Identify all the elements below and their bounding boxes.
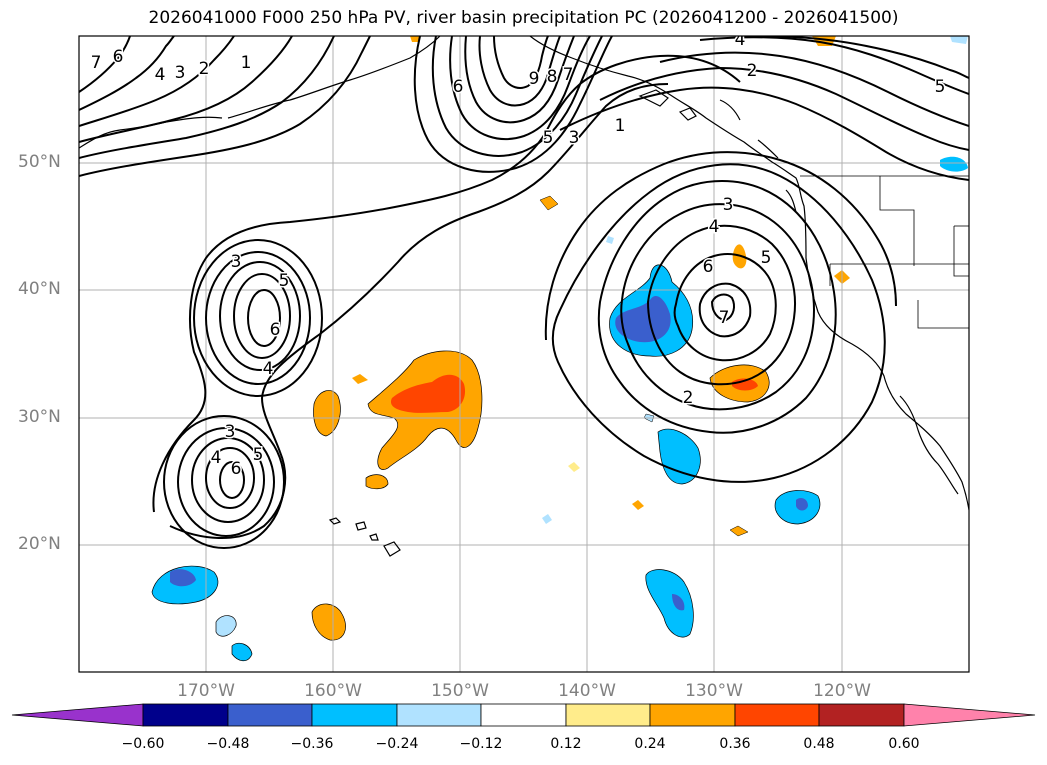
lon-label-130w: 130°W [685, 681, 743, 701]
contour-label: 6 [703, 257, 714, 277]
precip-patch [231, 642, 253, 662]
lon-label-170w: 170°W [177, 681, 235, 701]
precip-patch [950, 36, 968, 44]
colorbar-extend-right [903, 703, 1036, 727]
precip-patch [170, 569, 196, 587]
contour-label: 4 [735, 30, 746, 50]
precip-shading-positive [311, 36, 850, 641]
contour-label: 1 [241, 53, 252, 73]
precip-patch [645, 569, 694, 638]
contour-label: 2 [747, 61, 758, 81]
precip-patch [410, 36, 420, 42]
precip-patch [940, 156, 968, 172]
contour-label: 4 [155, 65, 166, 85]
colorbar-tick-label: 0.48 [803, 736, 835, 752]
colorbar-tick-label: −0.60 [121, 736, 165, 752]
colorbar-extend-left [11, 703, 144, 727]
precip-patch [215, 615, 237, 637]
contour-label: 3 [175, 63, 186, 83]
colorbar-tick-label: 0.60 [888, 736, 920, 752]
contour-label: 5 [279, 271, 290, 291]
colorbar-tick-label: 0.12 [550, 736, 582, 752]
chart-title: 2026041000 F000 250 hPa PV, river basin … [148, 8, 899, 28]
gridlines [79, 36, 969, 672]
contour-label: 2 [199, 59, 210, 79]
precip-patch [352, 374, 368, 384]
precip-patch [632, 500, 644, 510]
contour-label: 1 [615, 116, 626, 136]
contour-label: 4 [263, 359, 274, 379]
contour-label: 8 [547, 67, 558, 87]
precip-patch [311, 603, 346, 641]
contour-label: 4 [211, 448, 222, 468]
contour-label: 7 [719, 308, 730, 328]
colorbar-tick-label: −0.24 [375, 736, 419, 752]
colorbar-segment [649, 703, 736, 727]
precip-patch [568, 462, 580, 472]
colorbar-tick-label: −0.12 [459, 736, 503, 752]
contour-label: 5 [543, 128, 554, 148]
precip-patch [390, 374, 466, 413]
country-borders [800, 175, 969, 329]
contour-label: 7 [563, 65, 574, 85]
ocean-background [79, 36, 969, 672]
colorbar-segment [818, 703, 905, 727]
precip-patch [615, 295, 671, 343]
precip-patch [729, 525, 749, 537]
lat-label-30n: 30°N [18, 407, 61, 427]
precip-shading-negative [151, 36, 968, 662]
contour-label: 2 [683, 388, 694, 408]
precip-patch [539, 195, 559, 211]
map-area: 3 5 6 4 3 4 5 6 6 9 8 7 5 3 1 6 7 4 3 2 … [79, 30, 969, 672]
lat-label-20n: 20°N [18, 534, 61, 554]
contour-label: 5 [935, 77, 946, 97]
precip-patch [606, 236, 614, 244]
precip-patch [542, 514, 552, 524]
colorbar-segment [734, 703, 820, 727]
lon-label-120w: 120°W [813, 681, 871, 701]
contour-label: 7 [91, 53, 102, 73]
contour-label: 5 [761, 248, 772, 268]
map-frame [78, 35, 970, 673]
colorbar-tick-label: 0.36 [719, 736, 751, 752]
contour-label: 3 [231, 252, 242, 272]
colorbar-segment [227, 703, 313, 727]
contour-label: 4 [709, 217, 720, 237]
precip-patch [796, 498, 808, 511]
lon-label-150w: 150°W [431, 681, 489, 701]
colorbar-tick-label: −0.48 [206, 736, 250, 752]
precip-patch [365, 474, 389, 490]
contour-labels: 3 5 6 4 3 4 5 6 6 9 8 7 5 3 1 6 7 4 3 2 … [89, 30, 947, 481]
contour-label: 3 [225, 422, 236, 442]
colorbar-segment [480, 703, 567, 727]
lon-label-160w: 160°W [304, 681, 362, 701]
colorbar-segment [565, 703, 651, 727]
colorbar-segment [142, 703, 229, 727]
contour-label: 3 [569, 128, 580, 148]
colorbar-segment [396, 703, 482, 727]
contour-label: 6 [270, 320, 281, 340]
lat-label-50n: 50°N [18, 152, 61, 172]
precip-patch [672, 594, 685, 611]
contour-label: 3 [723, 195, 734, 215]
precip-patch [657, 428, 701, 485]
precip-patch [313, 390, 341, 437]
contour-label: 6 [231, 459, 242, 479]
contour-label: 5 [253, 445, 264, 465]
contour-label: 6 [113, 47, 124, 67]
colorbar-tick-label: −0.36 [290, 736, 334, 752]
colorbar-segment [311, 703, 398, 727]
contour-label: 9 [529, 69, 540, 89]
lat-label-40n: 40°N [18, 279, 61, 299]
colorbar-tick-label: 0.24 [634, 736, 666, 752]
lon-label-140w: 140°W [558, 681, 616, 701]
contour-label: 6 [453, 77, 464, 97]
colorbar [11, 703, 1036, 727]
pv-contours [79, 36, 969, 549]
